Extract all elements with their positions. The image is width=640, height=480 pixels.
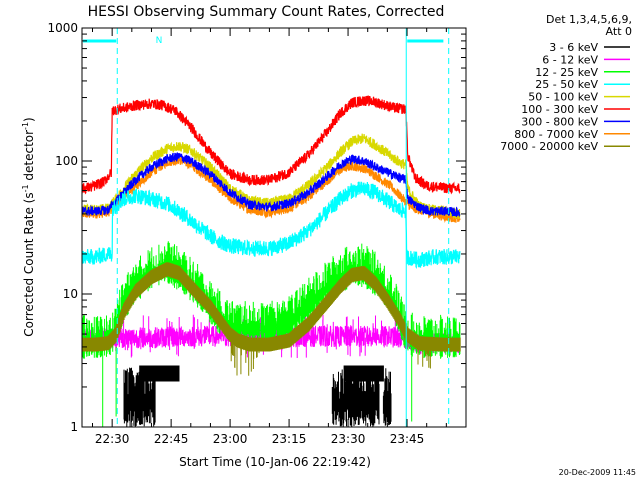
night-marker: N — [156, 36, 163, 46]
legend-label-k300800: 300 - 800 keV — [521, 115, 598, 128]
series-k1225-drops — [102, 346, 413, 427]
x-tick-label-5: 23:45 — [390, 432, 425, 446]
y-tick-label-1: 10 — [63, 287, 78, 301]
timestamp: 20-Dec-2009 11:45 — [559, 468, 636, 477]
x-axis-label: Start Time (10-Jan-06 22:19:42) — [179, 455, 371, 469]
y-axis-label: Corrected Count Rate (s-1 detector-1) — [21, 117, 36, 336]
chart-title: HESSI Observing Summary Count Rates, Cor… — [88, 4, 445, 20]
legend-label-k8007000: 800 - 7000 keV — [514, 128, 598, 141]
saa-markers — [83, 28, 450, 427]
legend-header-2: Att 0 — [606, 25, 632, 38]
x-tick-label-1: 22:45 — [154, 432, 189, 446]
x-tick-label-3: 23:15 — [272, 432, 307, 446]
series-k36 — [123, 365, 392, 427]
legend-label-k1225: 12 - 25 keV — [535, 66, 598, 79]
y-tick-label-3: 1000 — [47, 21, 78, 35]
legend-label-k100300: 100 - 300 keV — [521, 103, 598, 116]
series-k700020000-dips — [230, 342, 431, 376]
series-k100300 — [82, 95, 461, 195]
axes: 22:30 22:45 23:00 23:15 23:30 23:45 1 10 100 1000 — [47, 21, 466, 446]
x-tick-label-0: 22:30 — [95, 432, 130, 446]
legend-label-k36: 3 - 6 keV — [549, 41, 598, 54]
series-group — [82, 95, 461, 427]
legend-label-k612: 6 - 12 keV — [542, 53, 598, 66]
y-tick-label-0: 1 — [70, 420, 78, 434]
x-tick-label-4: 23:30 — [331, 432, 366, 446]
legend-label-k50100: 50 - 100 keV — [528, 91, 598, 104]
y-tick-label-2: 100 — [55, 154, 78, 168]
series-k2550 — [82, 181, 461, 269]
legend-header-1: Det 1,3,4,5,6,9, — [546, 13, 632, 26]
plot-frame — [81, 27, 467, 428]
legend-label-k2550: 25 - 50 keV — [535, 78, 598, 91]
series-k700020000-band — [82, 262, 461, 352]
legend-label-k700020000: 7000 - 20000 keV — [500, 140, 598, 153]
series-k300800 — [82, 152, 461, 218]
series-k8007000 — [82, 155, 461, 224]
x-tick-label-2: 23:00 — [213, 432, 248, 446]
